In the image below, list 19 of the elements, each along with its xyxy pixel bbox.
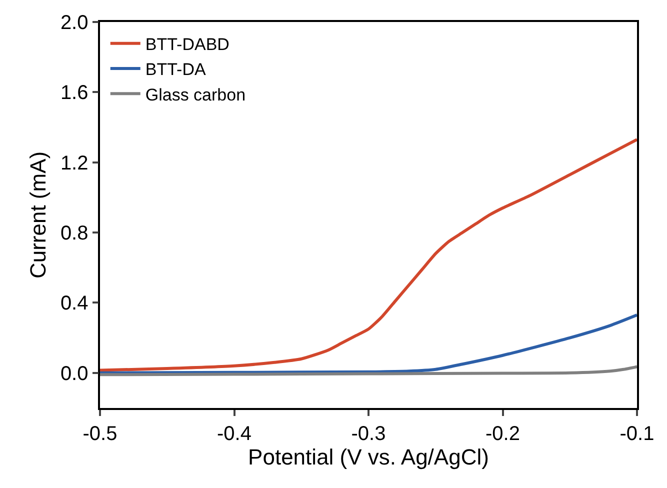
legend-label: BTT-DABD	[145, 35, 230, 54]
y-tick-label: 1.2	[60, 152, 88, 174]
y-tick-label: 0.4	[60, 292, 88, 315]
x-tick-label: -0.1	[620, 422, 654, 445]
y-tick-label: 0.8	[60, 222, 88, 245]
x-tick-label: -0.3	[351, 422, 386, 445]
x-axis-title: Potential (V vs. Ag/AgCl)	[248, 444, 489, 470]
y-tick-label: 1.6	[60, 82, 88, 104]
y-axis-title: Current (mA)	[26, 151, 51, 279]
legend-label: BTT-DA	[145, 60, 206, 80]
line-series	[100, 314, 637, 374]
line-series	[100, 138, 637, 372]
x-tick-label: -0.2	[486, 422, 520, 445]
y-tick-label: 0.0	[60, 362, 88, 385]
legend-label: Glass carbon	[145, 85, 246, 104]
x-tick-label: -0.5	[82, 422, 118, 445]
x-tick-label: -0.4	[217, 422, 252, 445]
y-tick-label: 2.0	[60, 12, 88, 34]
line-series	[100, 365, 637, 376]
